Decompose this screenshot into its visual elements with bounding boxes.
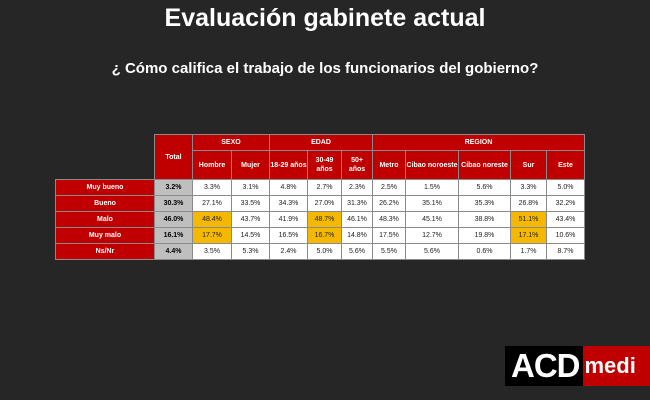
total-header: Total — [154, 134, 193, 180]
value-cell: 33.5% — [231, 195, 270, 212]
logo-text-media: medi — [582, 346, 650, 386]
value-cell: 1.7% — [510, 243, 547, 260]
value-cell: 8.7% — [546, 243, 585, 260]
value-cell: 3.3% — [192, 179, 232, 196]
value-cell: 2.5% — [372, 179, 406, 196]
column-header: Este — [546, 150, 585, 180]
value-cell: 26.2% — [372, 195, 406, 212]
value-cell: 35.1% — [405, 195, 459, 212]
page-title: Evaluación gabinete actual — [164, 4, 486, 32]
value-cell: 43.7% — [231, 211, 270, 228]
logo-text-acd: ACD — [505, 346, 583, 386]
value-cell: 48.7% — [307, 211, 342, 228]
row-label: Bueno — [55, 195, 155, 212]
value-cell: 34.3% — [269, 195, 308, 212]
column-header: Mujer — [231, 150, 270, 180]
page-subtitle: ¿ Cómo califica el trabajo de los funcio… — [111, 60, 539, 77]
column-header: 18-29 años — [269, 150, 308, 180]
value-cell: 2.4% — [269, 243, 308, 260]
value-cell: 5.0% — [307, 243, 342, 260]
total-cell: 3.2% — [154, 179, 193, 196]
total-cell: 16.1% — [154, 227, 193, 244]
value-cell: 5.6% — [458, 179, 511, 196]
table-row: Malo 46.0% 48.4% 43.7% 41.9% 48.7% 46.1% 48.3% 4… — [55, 211, 585, 228]
value-cell: 51.1% — [510, 211, 547, 228]
value-cell: 27.0% — [307, 195, 342, 212]
value-cell: 16.5% — [269, 227, 308, 244]
table-row: Muy bueno 3.2% 3.3% 3.1% 4.8% 2.7% 2.3% 2.5% 1.5… — [55, 179, 585, 196]
acd-media-logo: ACD medi — [505, 346, 650, 386]
value-cell: 48.4% — [192, 211, 232, 228]
column-header: Hombre — [192, 150, 232, 180]
value-cell: 0.6% — [458, 243, 511, 260]
value-cell: 46.1% — [341, 211, 373, 228]
column-header: 30-49 años — [307, 150, 342, 180]
corner-blank — [55, 134, 155, 151]
value-cell: 10.6% — [546, 227, 585, 244]
group-header-sexo: SEXO — [192, 134, 270, 151]
value-cell: 14.8% — [341, 227, 373, 244]
column-header: Sur — [510, 150, 547, 180]
value-cell: 4.8% — [269, 179, 308, 196]
row-label: Malo — [55, 211, 155, 228]
value-cell: 3.1% — [231, 179, 270, 196]
total-cell: 4.4% — [154, 243, 193, 260]
corner-blank — [55, 150, 155, 180]
value-cell: 2.7% — [307, 179, 342, 196]
value-cell: 3.5% — [192, 243, 232, 260]
value-cell: 35.3% — [458, 195, 511, 212]
column-header: Cibao noroeste — [405, 150, 459, 180]
value-cell: 17.5% — [372, 227, 406, 244]
value-cell: 16.7% — [307, 227, 342, 244]
table-row: Ns/Nr 4.4% 3.5% 5.3% 2.4% 5.0% 5.6% 5.5% 5.6% 0.6… — [55, 243, 585, 260]
group-header-edad: EDAD — [269, 134, 373, 151]
value-cell: 27.1% — [192, 195, 232, 212]
value-cell: 5.0% — [546, 179, 585, 196]
value-cell: 5.5% — [372, 243, 406, 260]
value-cell: 31.3% — [341, 195, 373, 212]
value-cell: 26.8% — [510, 195, 547, 212]
row-label: Muy malo — [55, 227, 155, 244]
value-cell: 1.5% — [405, 179, 459, 196]
value-cell: 12.7% — [405, 227, 459, 244]
value-cell: 19.8% — [458, 227, 511, 244]
value-cell: 14.5% — [231, 227, 270, 244]
value-cell: 32.2% — [546, 195, 585, 212]
value-cell: 45.1% — [405, 211, 459, 228]
table-row: Bueno 30.3% 27.1% 33.5% 34.3% 27.0% 31.3% 26.2%… — [55, 195, 585, 212]
value-cell: 5.6% — [341, 243, 373, 260]
value-cell: 41.9% — [269, 211, 308, 228]
value-cell: 5.6% — [405, 243, 459, 260]
table-row: Muy malo 16.1% 17.7% 14.5% 16.5% 16.7% 14.8% 17… — [55, 227, 585, 244]
row-label: Ns/Nr — [55, 243, 155, 260]
total-cell: 30.3% — [154, 195, 193, 212]
value-cell: 43.4% — [546, 211, 585, 228]
value-cell: 17.1% — [510, 227, 547, 244]
value-cell: 5.3% — [231, 243, 270, 260]
row-label: Muy bueno — [55, 179, 155, 196]
value-cell: 2.3% — [341, 179, 373, 196]
column-header: Metro — [372, 150, 406, 180]
column-header: 50+ años — [341, 150, 373, 180]
results-table: Total SEXO EDAD REGION Hombre Mujer 18-29 … — [55, 134, 585, 260]
column-header: Cibao noreste — [458, 150, 511, 180]
value-cell: 38.8% — [458, 211, 511, 228]
value-cell: 17.7% — [192, 227, 232, 244]
value-cell: 3.3% — [510, 179, 547, 196]
value-cell: 48.3% — [372, 211, 406, 228]
total-cell: 46.0% — [154, 211, 193, 228]
group-header-region: REGION — [372, 134, 585, 151]
